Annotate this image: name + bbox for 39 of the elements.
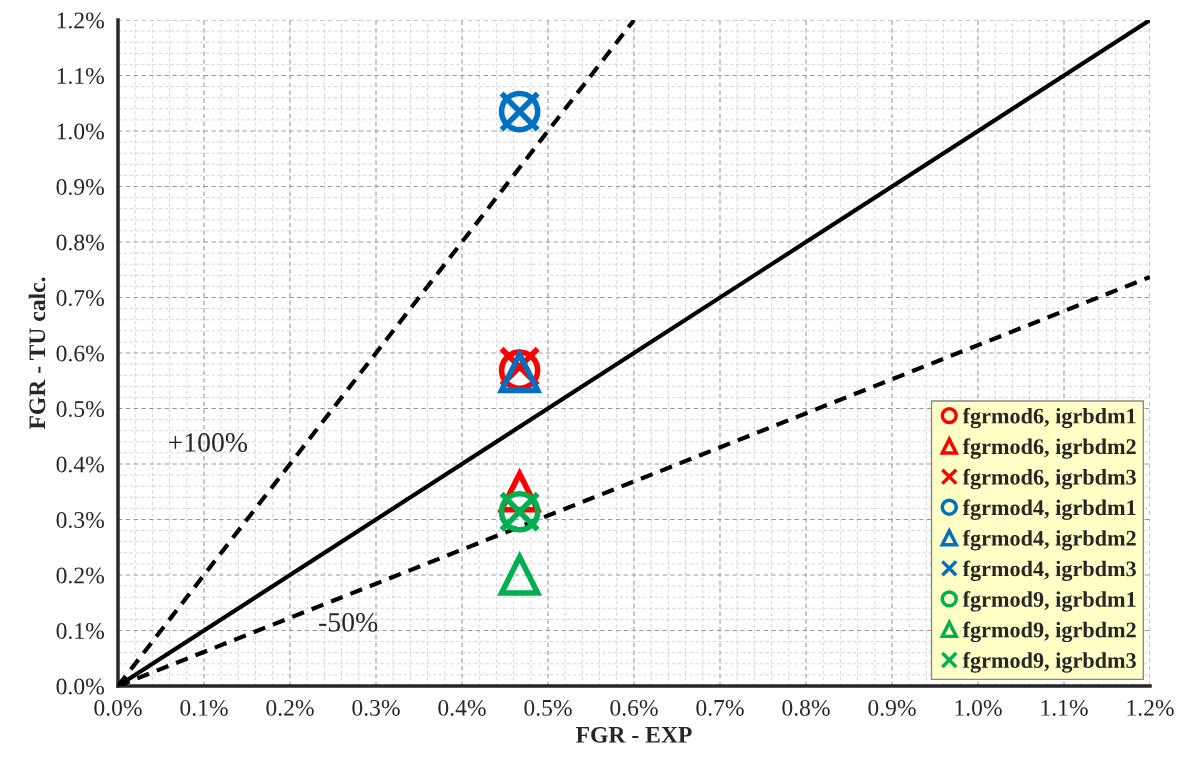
legend-label: fgrmod4, igrbdm2 (962, 529, 1136, 551)
x-tick-label: 0.8% (782, 699, 830, 716)
legend-label: fgrmod4, igrbdm3 (962, 560, 1136, 582)
x-tick-label: 0.9% (868, 699, 916, 716)
x-tick-label: 0.2% (266, 699, 314, 716)
y-tick-label: 0.4% (56, 456, 104, 473)
y-tick-label: 0.1% (56, 622, 104, 640)
y-tick-label: 0.3% (56, 511, 104, 529)
legend-label: fgrmod9, igrbdm1 (962, 591, 1136, 612)
y-tick-label: 1.2% (57, 12, 104, 29)
legend-label: fgrmod9, igrbdm2 (962, 621, 1136, 643)
y-tick-label: 0.2% (56, 567, 104, 584)
x-tick-label: 1.0% (955, 699, 1002, 716)
y-tick-label: 1.0% (57, 123, 104, 140)
legend-label: fgrmod6, igrbdm1 (962, 407, 1136, 429)
legend-label: fgrmod4, igrbdm1 (962, 499, 1136, 520)
x-tick-label: 1.2% (1127, 699, 1174, 716)
legend-label: fgrmod6, igrbdm3 (962, 468, 1136, 490)
y-tick-label: 0.7% (56, 289, 104, 307)
legend-label: fgrmod6, igrbdm2 (962, 438, 1136, 459)
x-tick-label: 1.1% (1041, 699, 1088, 716)
y-tick-label: 0.5% (56, 400, 104, 418)
x-tick-label: 0.1% (180, 699, 228, 716)
y-tick-label: 0.0% (56, 678, 104, 695)
y-tick-label: 0.6% (56, 345, 104, 362)
y-tick-label: 0.9% (56, 178, 104, 196)
y-axis-title: FGR - TU calc. (28, 277, 46, 430)
annotation: -50% (319, 612, 378, 632)
y-tick-label: 1.1% (57, 67, 104, 85)
x-tick-label: 0.6% (610, 699, 658, 716)
x-tick-label: 0.7% (696, 699, 744, 716)
x-tick-label: 0.0% (94, 699, 142, 716)
legend-label: fgrmod9, igrbdm3 (962, 652, 1136, 673)
x-tick-label: 0.5% (524, 699, 572, 716)
y-tick-label: 0.8% (56, 234, 104, 251)
annotation: +100% (168, 433, 248, 452)
x-axis-title: FGR - EXP (576, 726, 692, 743)
x-tick-label: 0.4% (438, 699, 486, 716)
x-tick-label: 0.3% (352, 699, 400, 716)
